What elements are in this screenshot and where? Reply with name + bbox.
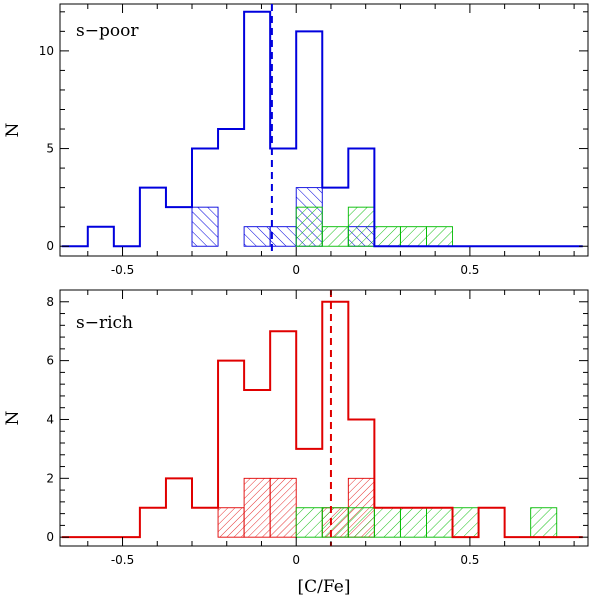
- panel-s-rich: -0.5 0 0.5 0 2 4 6 8 s−rich N: [3, 289, 589, 567]
- histogram-step-line: [61, 10, 583, 248]
- y-ticks: 0 2 4 6 8: [46, 289, 588, 544]
- series-layer: [61, 290, 583, 546]
- x-ticks: -0.5 0 0.5: [87, 4, 575, 277]
- y-axis-title: N: [3, 122, 23, 137]
- hatched-bar-green: [321, 226, 349, 247]
- x-tick-label: 0: [292, 263, 300, 277]
- y-ticks: 0 5 10: [39, 11, 588, 253]
- hatched-bar-green: [347, 206, 375, 247]
- panel-s-poor: -0.5 0 0.5 0 5 10 s−poor N: [3, 3, 589, 277]
- hatched-bar-red: [217, 507, 245, 538]
- y-tick-label: 0: [46, 239, 54, 253]
- y-axis-title: N: [3, 410, 23, 425]
- hatched-bar-red: [269, 477, 297, 538]
- plot-frame: [59, 3, 589, 257]
- hatched-bar-green: [321, 507, 349, 538]
- plot-frame: [59, 289, 589, 547]
- histogram-step-line: [61, 300, 583, 539]
- panel-label: s−rich: [76, 313, 133, 333]
- hatched-bar-blue: [243, 226, 271, 247]
- y-tick-label: 5: [46, 142, 54, 156]
- hatched-bar-green: [373, 507, 401, 538]
- y-tick-label: 0: [46, 530, 54, 544]
- y-tick-label: 6: [46, 354, 54, 368]
- hatched-bar-green: [347, 507, 375, 538]
- hatched-bar-green: [399, 226, 427, 247]
- hatched-bar-green: [426, 507, 453, 538]
- x-axis-title: [C/Fe]: [298, 577, 351, 597]
- hatched-bar-green: [452, 507, 480, 538]
- y-tick-label: 8: [46, 295, 54, 309]
- y-tick-label: 4: [46, 412, 54, 426]
- x-tick-label: 0.5: [460, 553, 479, 567]
- hatched-bar-green: [426, 226, 453, 247]
- hatched-bar-blue: [191, 206, 219, 247]
- hatched-bar-blue: [269, 226, 297, 247]
- x-tick-label: 0: [292, 553, 300, 567]
- x-tick-label: -0.5: [111, 553, 134, 567]
- series-layer: [61, 4, 583, 256]
- x-tick-label: -0.5: [111, 263, 134, 277]
- hatched-bar-green: [373, 226, 401, 247]
- hatched-bar-green: [530, 507, 558, 538]
- hatched-bar-green: [295, 206, 323, 247]
- y-tick-label: 10: [39, 44, 54, 58]
- hatched-bar-green: [399, 507, 427, 538]
- x-ticks: -0.5 0 0.5: [87, 290, 575, 567]
- x-tick-label: 0.5: [460, 263, 479, 277]
- y-tick-label: 2: [46, 471, 54, 485]
- hatched-bar-green: [295, 507, 323, 538]
- hatched-bar-red: [243, 477, 271, 538]
- panel-label: s−poor: [76, 21, 139, 41]
